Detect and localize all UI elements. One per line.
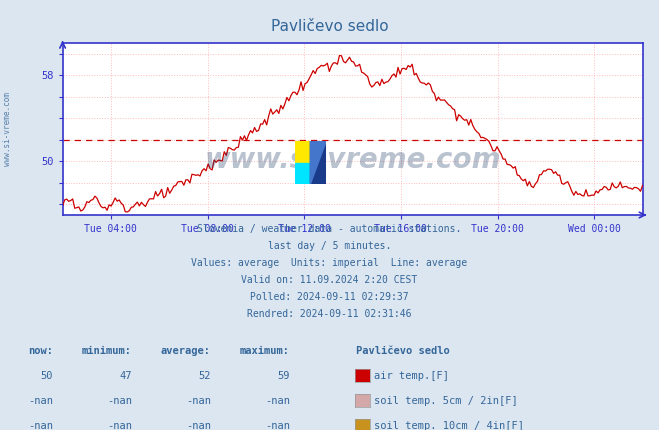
Text: -nan: -nan: [265, 396, 290, 406]
Text: -nan: -nan: [107, 396, 132, 406]
Text: -nan: -nan: [28, 396, 53, 406]
Text: Valid on: 11.09.2024 2:20 CEST: Valid on: 11.09.2024 2:20 CEST: [241, 275, 418, 285]
Text: -nan: -nan: [186, 396, 211, 406]
Text: 59: 59: [277, 371, 290, 381]
Text: -nan: -nan: [107, 421, 132, 430]
Polygon shape: [310, 141, 326, 184]
Text: Pavličevo sedlo: Pavličevo sedlo: [271, 19, 388, 34]
Text: 52: 52: [198, 371, 211, 381]
Bar: [295, 163, 310, 184]
Text: average:: average:: [161, 346, 211, 356]
Polygon shape: [310, 141, 326, 184]
Text: last day / 5 minutes.: last day / 5 minutes.: [268, 241, 391, 251]
Text: air temp.[F]: air temp.[F]: [374, 371, 449, 381]
Bar: [295, 141, 310, 163]
Text: Pavličevo sedlo: Pavličevo sedlo: [356, 346, 449, 356]
Text: Slovenia / weather data - automatic stations.: Slovenia / weather data - automatic stat…: [197, 224, 462, 233]
Text: maximum:: maximum:: [240, 346, 290, 356]
Text: Polled: 2024-09-11 02:29:37: Polled: 2024-09-11 02:29:37: [250, 292, 409, 302]
Text: -nan: -nan: [28, 421, 53, 430]
Text: -nan: -nan: [265, 421, 290, 430]
Text: Values: average  Units: imperial  Line: average: Values: average Units: imperial Line: av…: [191, 258, 468, 267]
Text: now:: now:: [28, 346, 53, 356]
Text: -nan: -nan: [186, 421, 211, 430]
Text: 47: 47: [119, 371, 132, 381]
Text: 50: 50: [40, 371, 53, 381]
Text: minimum:: minimum:: [82, 346, 132, 356]
Text: soil temp. 10cm / 4in[F]: soil temp. 10cm / 4in[F]: [374, 421, 524, 430]
Text: Rendred: 2024-09-11 02:31:46: Rendred: 2024-09-11 02:31:46: [247, 309, 412, 319]
Text: soil temp. 5cm / 2in[F]: soil temp. 5cm / 2in[F]: [374, 396, 517, 406]
Text: www.si-vreme.com: www.si-vreme.com: [204, 146, 501, 174]
Text: www.si-vreme.com: www.si-vreme.com: [3, 92, 13, 166]
